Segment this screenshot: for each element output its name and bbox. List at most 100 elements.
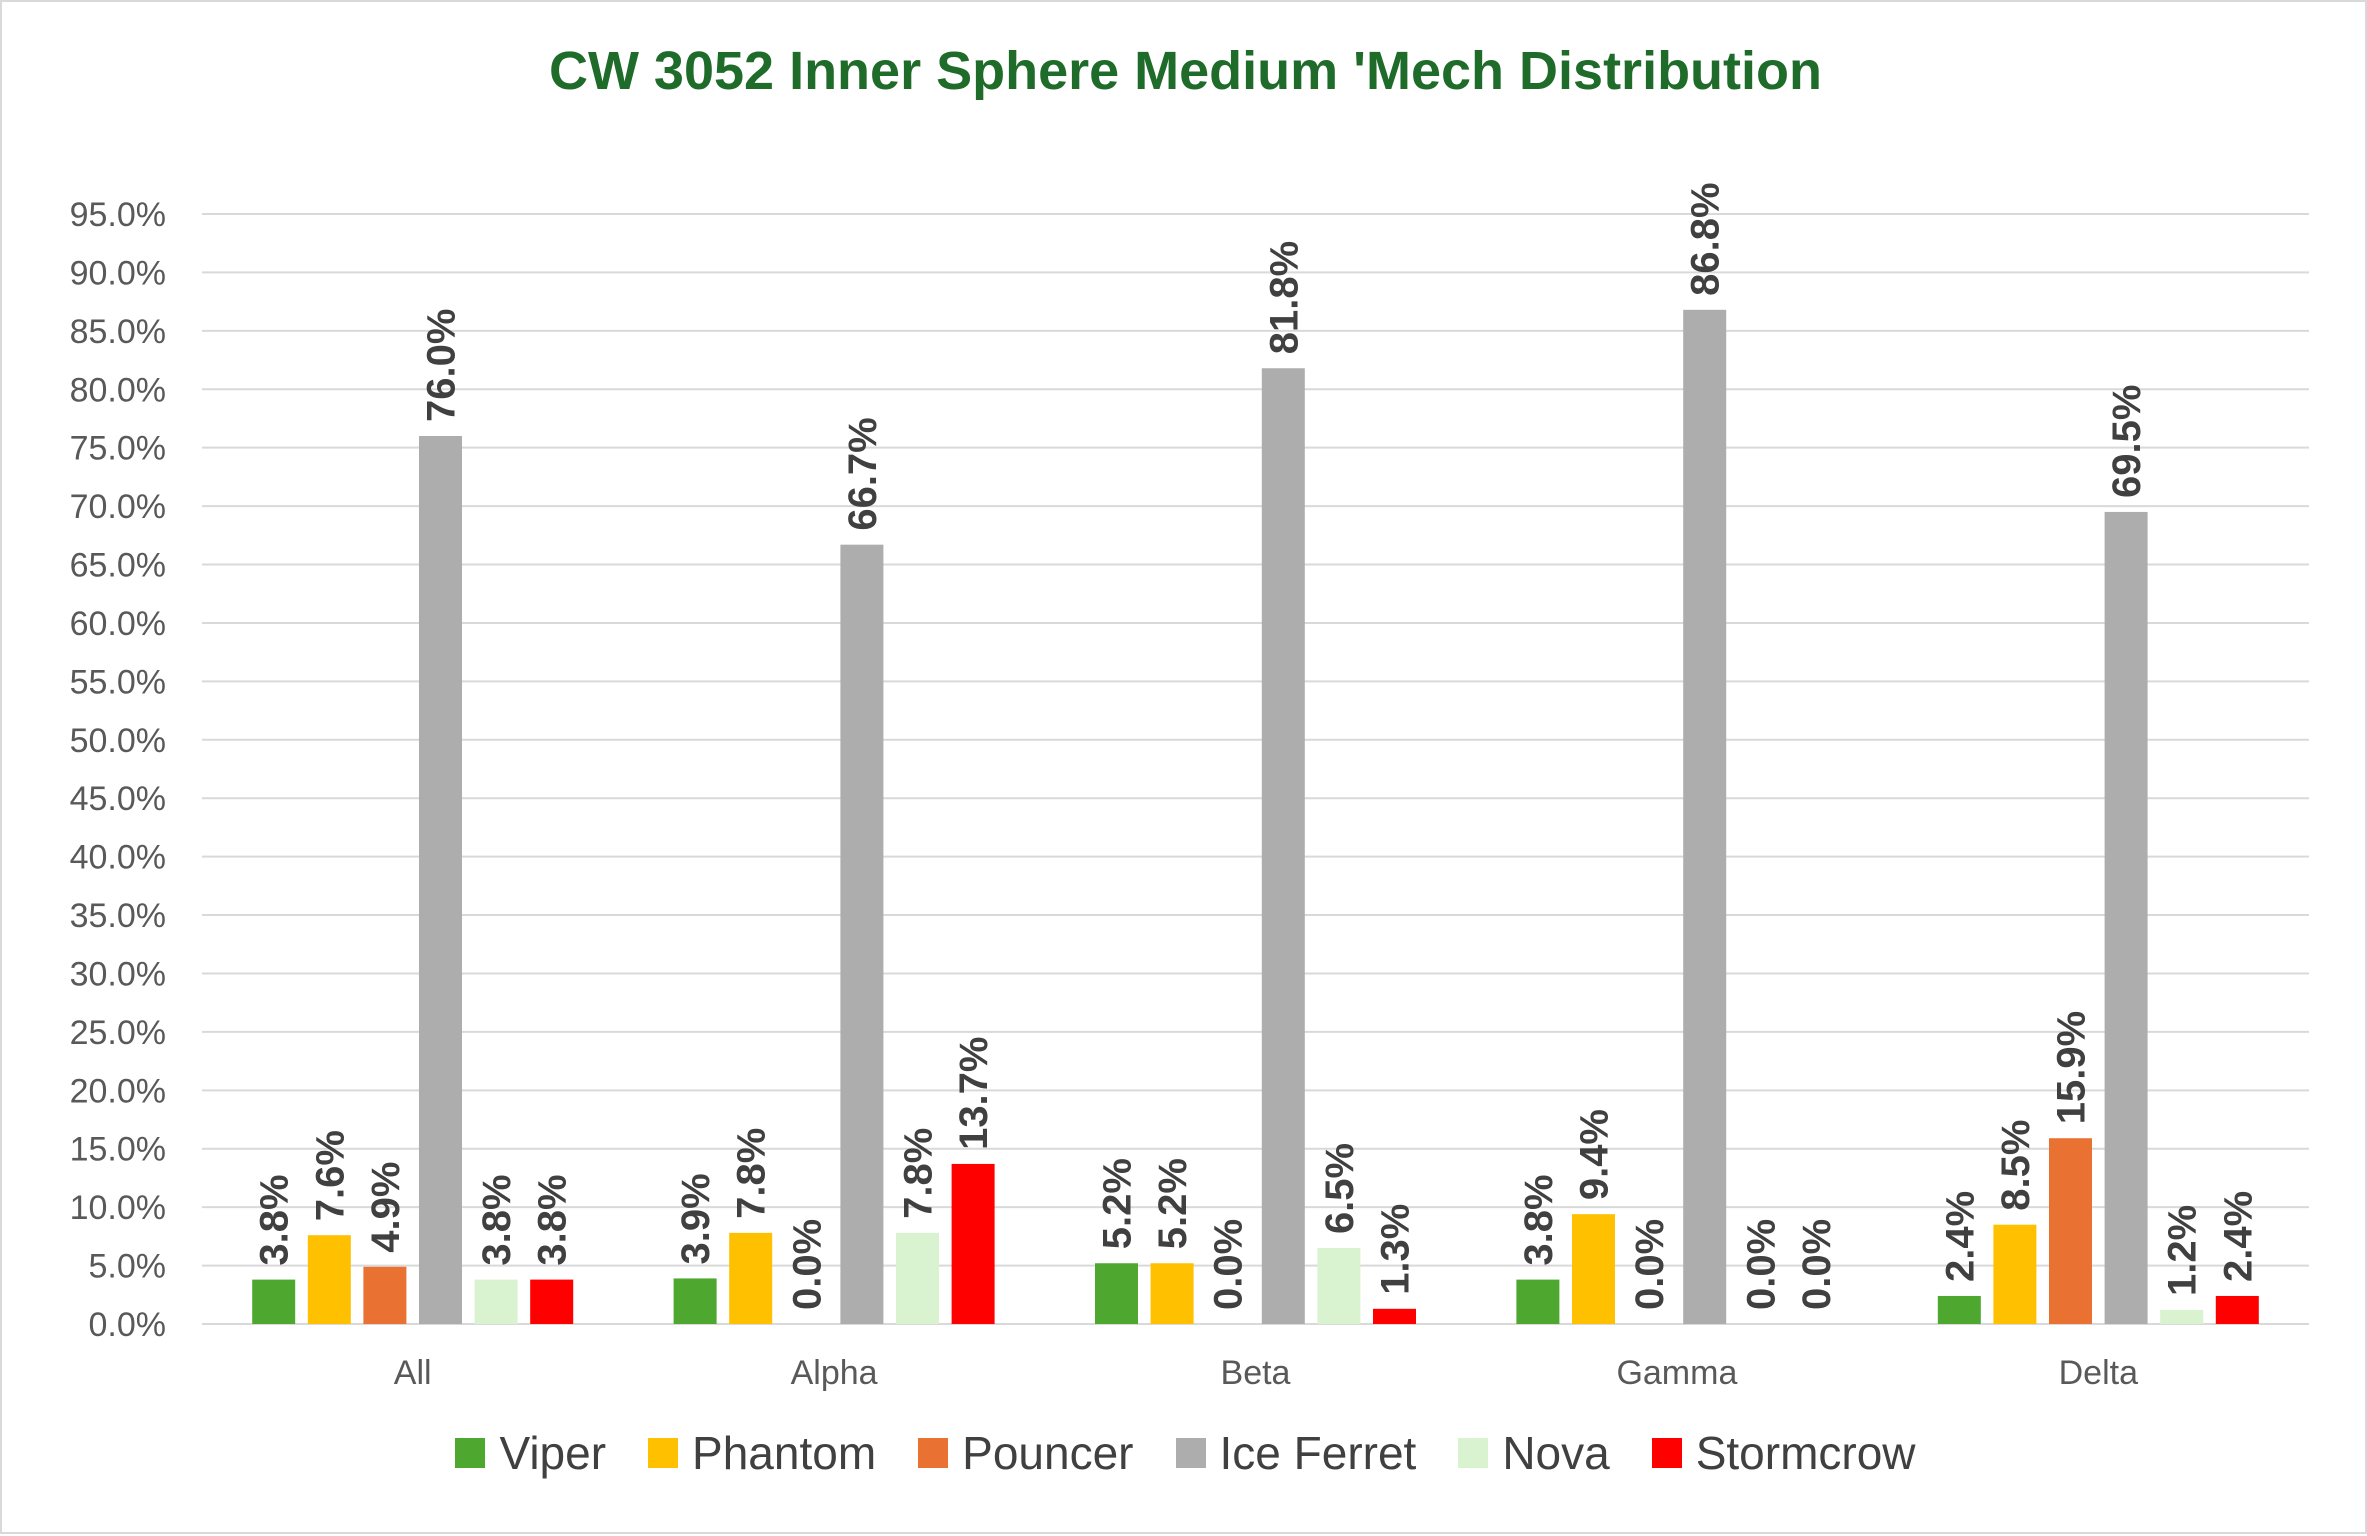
- x-tick-label: Beta: [1221, 1354, 1291, 1392]
- data-label: 5.2%: [1151, 1158, 1195, 1249]
- bar: [1516, 1279, 1560, 1324]
- bar: [951, 1163, 995, 1324]
- y-tick-label: 30.0%: [70, 955, 166, 993]
- y-tick-label: 85.0%: [70, 313, 166, 351]
- legend-item: Viper: [455, 1426, 606, 1480]
- data-label: 7.6%: [308, 1130, 352, 1221]
- bar: [530, 1279, 574, 1324]
- data-label: 0.0%: [1795, 1219, 1839, 1310]
- x-tick-label: Delta: [2059, 1354, 2138, 1392]
- legend-label: Ice Ferret: [1219, 1427, 1417, 1479]
- y-tick-label: 80.0%: [70, 371, 166, 409]
- y-tick-label: 65.0%: [70, 547, 166, 585]
- bar: [2104, 511, 2148, 1324]
- y-tick-label: 0.0%: [89, 1306, 167, 1344]
- bar: [1993, 1224, 2037, 1324]
- data-label: 81.8%: [1262, 241, 1306, 354]
- bar: [1572, 1214, 1615, 1324]
- bar: [2160, 1309, 2204, 1324]
- data-label: 2.4%: [2216, 1191, 2260, 1282]
- legend-swatch: [455, 1438, 486, 1468]
- data-label: 7.8%: [730, 1128, 774, 1219]
- data-label: 86.8%: [1684, 182, 1728, 295]
- legend-label: Nova: [1502, 1427, 1610, 1479]
- y-tick-label: 35.0%: [70, 897, 166, 935]
- y-tick-label: 70.0%: [70, 488, 166, 526]
- bar: [1261, 368, 1305, 1324]
- data-label: 76.0%: [420, 309, 464, 422]
- legend-swatch: [918, 1438, 949, 1468]
- legend-swatch: [1651, 1438, 1682, 1468]
- data-label: 69.5%: [2105, 385, 2149, 498]
- data-label: 2.4%: [1938, 1191, 1982, 1282]
- data-label: 3.8%: [475, 1174, 519, 1265]
- bar: [729, 1232, 773, 1324]
- y-tick-label: 95.0%: [70, 196, 166, 234]
- y-tick-label: 10.0%: [70, 1189, 166, 1227]
- data-label: 13.7%: [952, 1037, 996, 1150]
- bar: [840, 544, 884, 1324]
- legend-label: Viper: [499, 1427, 607, 1479]
- y-tick-label: 75.0%: [70, 430, 166, 468]
- y-tick-label: 55.0%: [70, 663, 166, 701]
- legend-item: Nova: [1458, 1426, 1610, 1480]
- data-label: 3.8%: [1517, 1174, 1561, 1265]
- chart-legend: Viper Phantom Pouncer Ice Ferret Nova Stormcr…: [2, 1426, 2367, 1480]
- data-label: 1.3%: [1374, 1204, 1418, 1295]
- bar: [1683, 309, 1727, 1324]
- bar: [1937, 1295, 1981, 1324]
- data-label: 8.5%: [1994, 1120, 2038, 1211]
- data-label: 66.7%: [841, 417, 885, 530]
- y-tick-label: 25.0%: [70, 1014, 166, 1052]
- data-label: 0.0%: [1628, 1219, 1672, 1310]
- data-label: 7.8%: [897, 1128, 941, 1219]
- data-label: 9.4%: [1573, 1109, 1617, 1200]
- bar: [363, 1266, 407, 1324]
- x-tick-label: Alpha: [791, 1354, 878, 1392]
- bar: [474, 1279, 518, 1324]
- data-label: 4.9%: [364, 1162, 408, 1253]
- legend-swatch: [1458, 1438, 1489, 1468]
- y-tick-label: 20.0%: [70, 1072, 166, 1110]
- y-tick-label: 45.0%: [70, 780, 166, 818]
- data-label: 3.8%: [253, 1174, 297, 1265]
- bar: [419, 436, 462, 1324]
- y-tick-label: 50.0%: [70, 722, 166, 760]
- data-label: 3.8%: [531, 1174, 575, 1265]
- bar: [1317, 1248, 1361, 1324]
- bar: [673, 1278, 717, 1324]
- y-tick-label: 90.0%: [70, 254, 166, 292]
- y-tick-label: 60.0%: [70, 605, 166, 643]
- bar: [2049, 1138, 2092, 1324]
- data-label: 3.9%: [674, 1173, 718, 1264]
- data-label: 15.9%: [2050, 1011, 2094, 1124]
- data-label: 0.0%: [1207, 1219, 1251, 1310]
- x-tick-label: Gamma: [1616, 1354, 1737, 1392]
- legend-item: Ice Ferret: [1175, 1426, 1417, 1480]
- chart-title: CW 3052 Inner Sphere Medium 'Mech Distri…: [548, 41, 1823, 101]
- y-tick-label: 5.0%: [89, 1248, 167, 1286]
- data-label: 0.0%: [1739, 1219, 1783, 1310]
- bar: [1373, 1308, 1416, 1324]
- data-label: 0.0%: [785, 1219, 829, 1310]
- legend-item: Stormcrow: [1651, 1426, 1916, 1480]
- legend-item: Phantom: [648, 1426, 876, 1480]
- bar: [2215, 1295, 2259, 1324]
- x-tick-label: All: [394, 1354, 432, 1392]
- data-label: 1.2%: [2161, 1205, 2205, 1296]
- bar: [1150, 1263, 1194, 1324]
- bar: [896, 1232, 939, 1324]
- legend-label: Stormcrow: [1695, 1427, 1916, 1479]
- legend-item: Pouncer: [918, 1426, 1134, 1480]
- legend-swatch: [648, 1438, 679, 1468]
- legend-label: Phantom: [692, 1427, 877, 1479]
- y-tick-label: 40.0%: [70, 839, 166, 877]
- legend-label: Pouncer: [962, 1427, 1134, 1479]
- y-tick-label: 15.0%: [70, 1131, 166, 1169]
- bar: [307, 1235, 351, 1324]
- bar: [1095, 1263, 1138, 1324]
- data-label: 5.2%: [1096, 1158, 1140, 1249]
- legend-swatch: [1175, 1438, 1206, 1468]
